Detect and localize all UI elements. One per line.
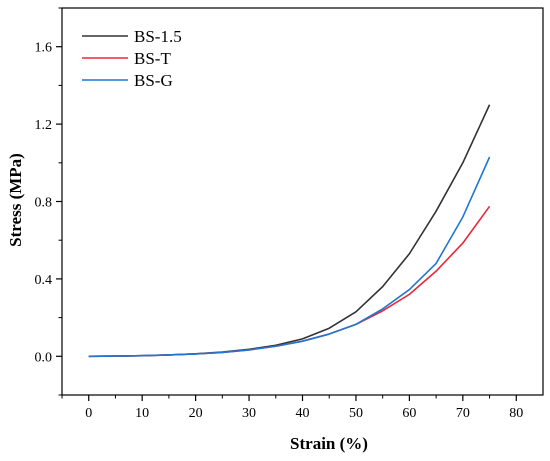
x-axis-title: Strain (%) xyxy=(290,434,368,453)
legend-label: BS-G xyxy=(134,71,173,90)
legend-label: BS-T xyxy=(134,49,171,68)
y-tick-label: 1.6 xyxy=(35,41,53,56)
y-tick-label: 1.2 xyxy=(35,118,53,133)
legend-label: BS-1.5 xyxy=(134,27,182,46)
y-tick-label: 0.0 xyxy=(35,350,53,365)
legend: BS-1.5 BS-T BS-G xyxy=(82,27,182,90)
x-tick-label: 10 xyxy=(135,406,149,421)
series-lines xyxy=(88,104,491,358)
y-tick-label: 0.4 xyxy=(35,273,53,288)
y-tick-label: 0.8 xyxy=(35,196,53,211)
x-tick-label: 50 xyxy=(349,406,363,421)
series-line-bs-g xyxy=(88,156,491,358)
y-axis-ticks: 0.0 0.4 0.8 1.2 1.6 xyxy=(35,7,62,396)
x-tick-label: 70 xyxy=(456,406,470,421)
series-line-bs-t xyxy=(88,205,491,358)
x-tick-label: 0 xyxy=(85,406,92,421)
y-axis-title: Stress (MPa) xyxy=(6,153,25,247)
x-axis-ticks: 0 10 20 30 40 50 60 70 80 xyxy=(61,395,523,421)
x-tick-label: 30 xyxy=(242,406,256,421)
x-tick-label: 60 xyxy=(402,406,416,421)
series-line-bs-1-5 xyxy=(88,104,491,358)
x-tick-label: 80 xyxy=(509,406,523,421)
x-tick-label: 20 xyxy=(189,406,203,421)
x-tick-label: 40 xyxy=(296,406,310,421)
